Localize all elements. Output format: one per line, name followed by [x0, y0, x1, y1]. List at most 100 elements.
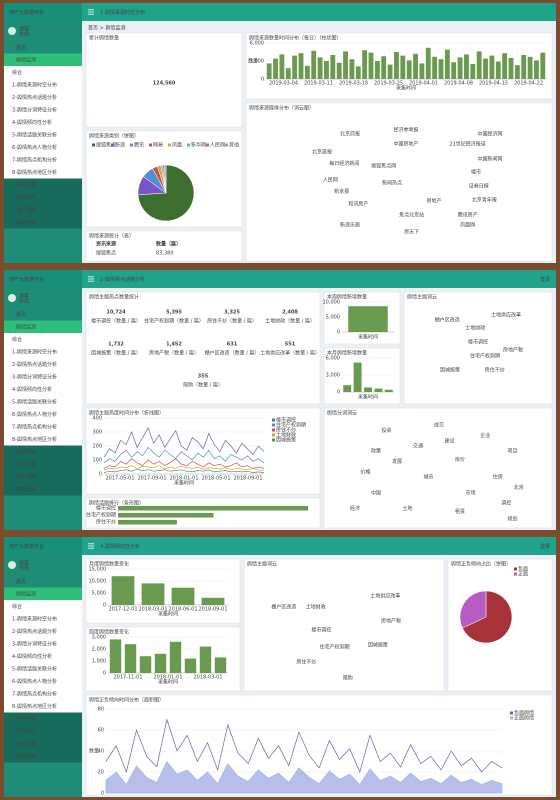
- sidebar-item[interactable]: [4, 383, 82, 396]
- sidebar-item[interactable]: [4, 141, 82, 154]
- sidebar-item[interactable]: [4, 191, 82, 204]
- sidebar-item[interactable]: [4, 91, 82, 104]
- sidebar-item-label[interactable]: 综合: [12, 603, 22, 610]
- sidebar-item-label[interactable]: 交互分析: [16, 728, 36, 735]
- sidebar-item[interactable]: [4, 408, 82, 421]
- sidebar-item-label[interactable]: 1-舆情来源时空分布: [12, 616, 57, 623]
- sidebar-item[interactable]: [4, 470, 82, 484]
- sidebar-item-label[interactable]: 3-舆情分词特征分析: [12, 641, 57, 648]
- sidebar-item-label[interactable]: 首页: [16, 311, 26, 318]
- sidebar-item[interactable]: [4, 612, 82, 626]
- cloud-word: 焦点北京站: [399, 212, 424, 219]
- sidebar-item-label[interactable]: 6-舆情热点人物分析: [12, 411, 57, 418]
- sidebar-item[interactable]: [4, 358, 82, 371]
- sidebar-item-label[interactable]: 舆情监测: [16, 324, 36, 331]
- sidebar-item[interactable]: [4, 750, 82, 763]
- sidebar-item-label[interactable]: 6-舆情热点人物分析: [12, 144, 57, 151]
- sidebar-item[interactable]: [4, 420, 82, 434]
- sidebar-item-label[interactable]: 舆情监测: [16, 57, 36, 64]
- sidebar-item-label[interactable]: 7-舆情热点机构分析: [12, 691, 57, 698]
- cloud-word: 住宅产权到期: [320, 644, 350, 651]
- legend-swatch: [514, 572, 517, 576]
- login-link[interactable]: 登录: [540, 543, 550, 550]
- sidebar-item[interactable]: [4, 116, 82, 129]
- sidebar-item-label[interactable]: 房价预警: [16, 449, 36, 456]
- sidebar-item[interactable]: [4, 575, 82, 588]
- sidebar-item-label[interactable]: 3-舆情分词特征分析: [12, 374, 57, 381]
- sidebar-item-label[interactable]: 地产测图: [16, 207, 36, 214]
- sidebar-item-label[interactable]: 综合: [12, 336, 22, 343]
- sidebar-item[interactable]: [4, 700, 82, 713]
- sidebar-item-label[interactable]: 4-舆情倾向性分析: [12, 386, 52, 393]
- login-link[interactable]: 登录: [540, 276, 550, 283]
- table-cell: 搜狐焦点: [96, 250, 116, 257]
- sidebar-item[interactable]: [4, 662, 82, 676]
- sidebar-item[interactable]: [4, 153, 82, 167]
- sidebar-item-label[interactable]: 5-舆情话题关联分析: [12, 399, 57, 406]
- sidebar-item[interactable]: [4, 333, 82, 346]
- cloud-word: 楼市: [471, 168, 481, 175]
- sidebar-item[interactable]: [4, 737, 82, 751]
- sidebar-item-label[interactable]: 2-舆情热点话题分析: [12, 94, 57, 101]
- sidebar-item[interactable]: [4, 53, 82, 67]
- sidebar-item[interactable]: [4, 650, 82, 663]
- sidebar-item-label[interactable]: 2-舆情热点话题分析: [12, 361, 57, 368]
- sidebar-item[interactable]: [4, 78, 82, 92]
- sidebar-item-label[interactable]: 舆情监测: [16, 591, 36, 598]
- sidebar-item-label[interactable]: 5-舆情话题关联分析: [12, 132, 57, 139]
- sidebar-item-label[interactable]: 8-舆情热点地区分析: [12, 169, 57, 176]
- sidebar-item[interactable]: [4, 687, 82, 701]
- sidebar-item-label[interactable]: 6-舆情热点人物分析: [12, 678, 57, 685]
- sidebar-item-label[interactable]: 7-舆情热点机构分析: [12, 424, 57, 431]
- sidebar-item[interactable]: [4, 216, 82, 229]
- cloud-word: 房住不炒: [485, 367, 505, 374]
- sidebar-item[interactable]: [4, 433, 82, 446]
- sidebar-item-label[interactable]: 综合: [12, 69, 22, 76]
- sidebar-item-label[interactable]: 7-舆情热点机构分析: [12, 157, 57, 164]
- sidebar-item-label[interactable]: 2-舆情热点话题分析: [12, 628, 57, 635]
- sidebar-item[interactable]: [4, 308, 82, 321]
- pie-slice: [462, 590, 513, 644]
- sidebar-item[interactable]: [4, 637, 82, 651]
- sidebar-item-label[interactable]: 首页: [16, 578, 26, 585]
- sidebar-item[interactable]: [4, 712, 82, 726]
- sidebar-item-label[interactable]: 4-舆情倾向性分析: [12, 119, 52, 126]
- sidebar-item-label[interactable]: 房价预警: [16, 182, 36, 189]
- sidebar-item-label[interactable]: 首页: [16, 44, 26, 51]
- sidebar-item-label[interactable]: 3-舆情分词特征分析: [12, 107, 57, 114]
- sidebar-item[interactable]: [4, 128, 82, 142]
- sidebar-item[interactable]: [4, 587, 82, 601]
- sidebar-item[interactable]: [4, 625, 82, 638]
- sidebar-item-label[interactable]: 1-舆情来源时空分布: [12, 82, 57, 89]
- sidebar-item-label[interactable]: 房价预警: [16, 716, 36, 723]
- sidebar-item[interactable]: [4, 445, 82, 459]
- sidebar-item[interactable]: [4, 675, 82, 688]
- sidebar-item[interactable]: [4, 103, 82, 117]
- sidebar-item[interactable]: [4, 41, 82, 54]
- sidebar-item-label[interactable]: 数据分析: [16, 486, 36, 493]
- sidebar-item[interactable]: [4, 370, 82, 384]
- sidebar-item[interactable]: [4, 395, 82, 409]
- sidebar-item-label[interactable]: 8-舆情热点地区分析: [12, 703, 57, 710]
- sidebar-item[interactable]: [4, 166, 82, 179]
- sidebar-item-label[interactable]: 数据分析: [16, 753, 36, 760]
- sidebar-item-label[interactable]: 交互分析: [16, 461, 36, 468]
- sidebar-item-label[interactable]: 交互分析: [16, 194, 36, 201]
- sidebar-item-label[interactable]: 数据分析: [16, 219, 36, 226]
- sidebar-item[interactable]: [4, 725, 82, 738]
- sidebar-item[interactable]: [4, 320, 82, 334]
- sidebar-item-label[interactable]: 4-舆情倾向性分析: [12, 653, 52, 660]
- sidebar-item-label[interactable]: 5-舆情话题关联分析: [12, 666, 57, 673]
- bar: [118, 520, 177, 525]
- sidebar-item[interactable]: [4, 458, 82, 471]
- sidebar-item[interactable]: [4, 345, 82, 359]
- sidebar-item-label[interactable]: 地产测图: [16, 474, 36, 481]
- sidebar-item[interactable]: [4, 600, 82, 613]
- sidebar-item[interactable]: [4, 483, 82, 496]
- sidebar-item-label[interactable]: 8-舆情热点地区分析: [12, 436, 57, 443]
- sidebar-item[interactable]: [4, 178, 82, 192]
- sidebar-item[interactable]: [4, 203, 82, 217]
- sidebar-item-label[interactable]: 地产测图: [16, 741, 36, 748]
- sidebar-item[interactable]: [4, 66, 82, 79]
- sidebar-item-label[interactable]: 1-舆情来源时空分布: [12, 349, 57, 356]
